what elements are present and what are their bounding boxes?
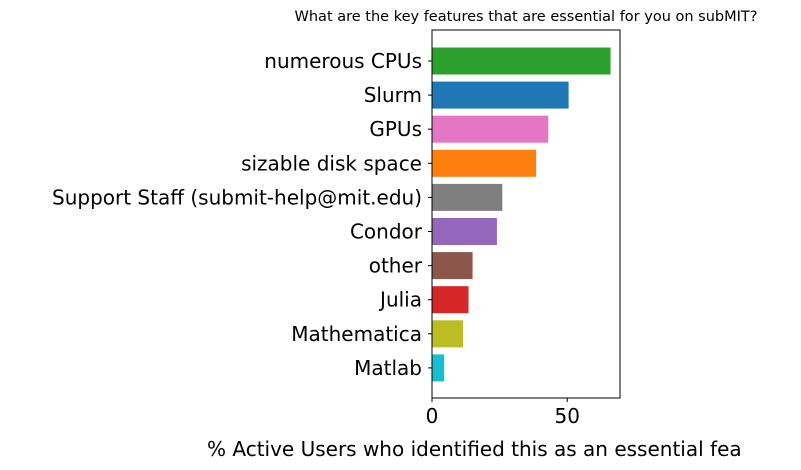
category-label: sizable disk space <box>241 151 422 175</box>
chart-title: What are the key features that are essen… <box>295 9 758 25</box>
plot-frame <box>431 29 621 399</box>
bar <box>432 252 473 280</box>
bar <box>432 47 611 75</box>
bar <box>432 320 464 348</box>
x-tick-label: 0 <box>426 404 439 428</box>
category-label: Matlab <box>354 356 422 380</box>
category-label: numerous CPUs <box>264 49 422 73</box>
bar <box>432 149 537 177</box>
category-label: Condor <box>350 220 423 244</box>
category-label: Support Staff (submit-help@mit.edu) <box>52 185 422 209</box>
bar <box>432 354 445 382</box>
bar <box>432 218 497 245</box>
bars <box>432 47 611 382</box>
bar <box>432 183 503 211</box>
category-labels: numerous CPUs Slurm GPUs sizable disk space… <box>52 49 432 380</box>
category-label: GPUs <box>369 117 422 141</box>
x-axis-label: % Active Users who identified this as an… <box>207 437 742 461</box>
x-axis-ticks: 0 50 <box>426 398 580 428</box>
x-tick-label: 50 <box>555 404 580 428</box>
category-label: Slurm <box>364 83 422 107</box>
category-label: other <box>369 254 423 278</box>
category-label: Julia <box>378 288 422 312</box>
bar <box>432 286 469 314</box>
bar <box>432 81 569 109</box>
bar <box>432 115 549 143</box>
category-label: Mathematica <box>291 322 422 346</box>
